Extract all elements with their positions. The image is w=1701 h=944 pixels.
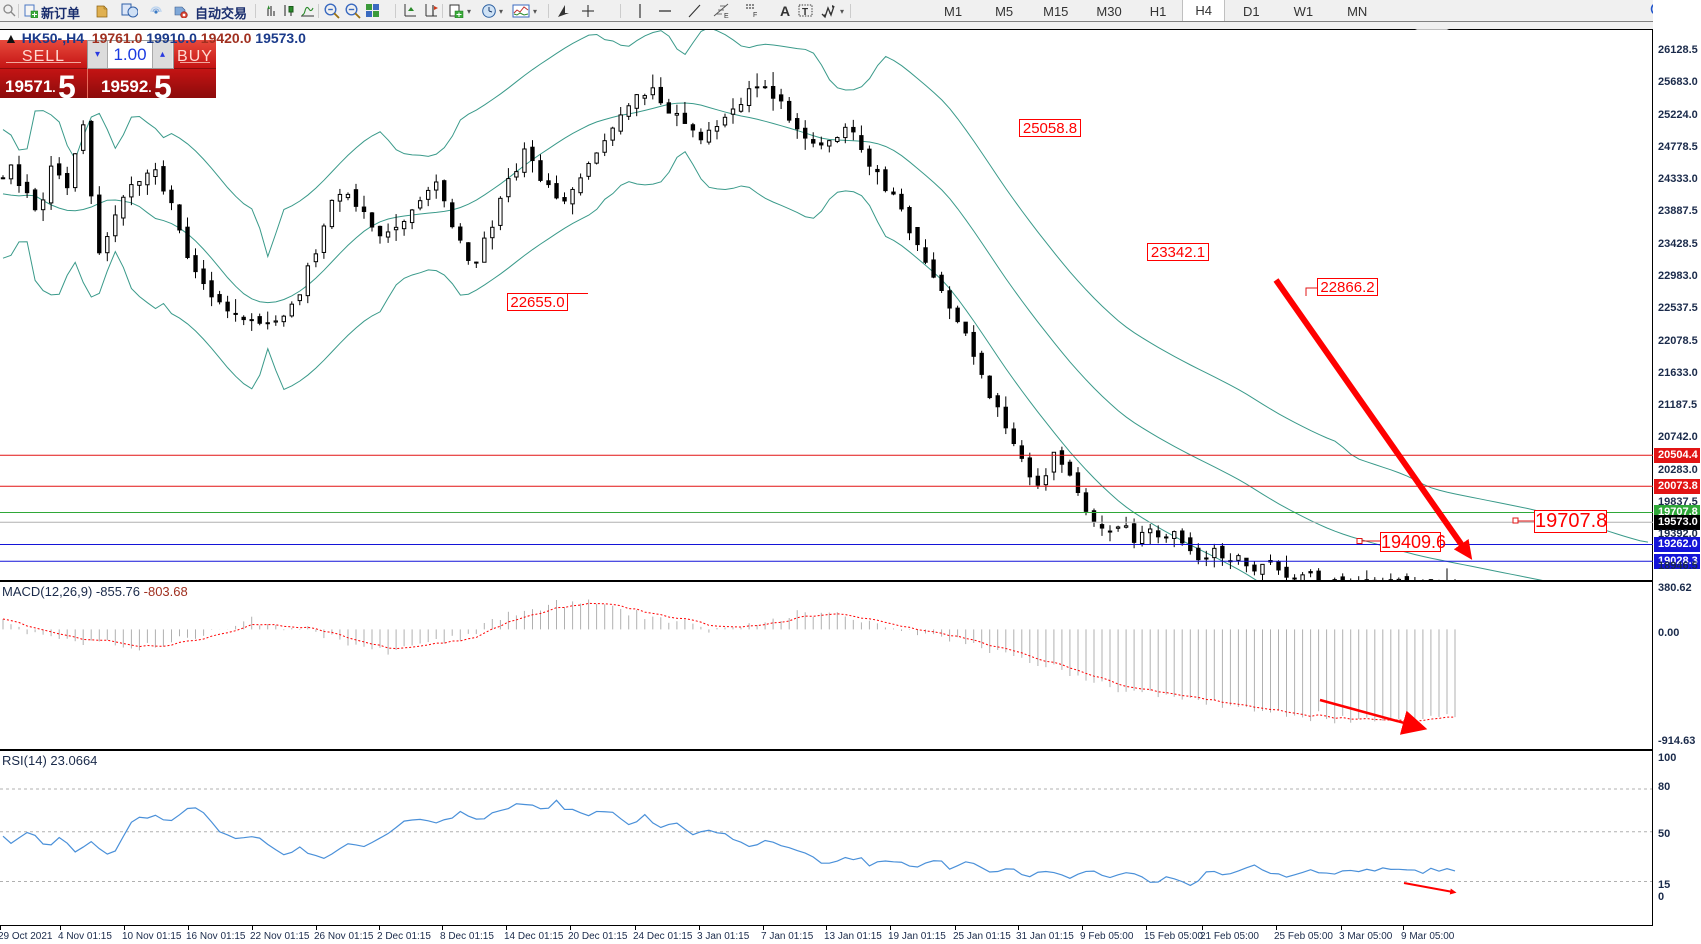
svg-text:F: F bbox=[753, 12, 757, 19]
svg-text:T: T bbox=[802, 7, 808, 18]
svg-text:E: E bbox=[724, 13, 729, 18]
